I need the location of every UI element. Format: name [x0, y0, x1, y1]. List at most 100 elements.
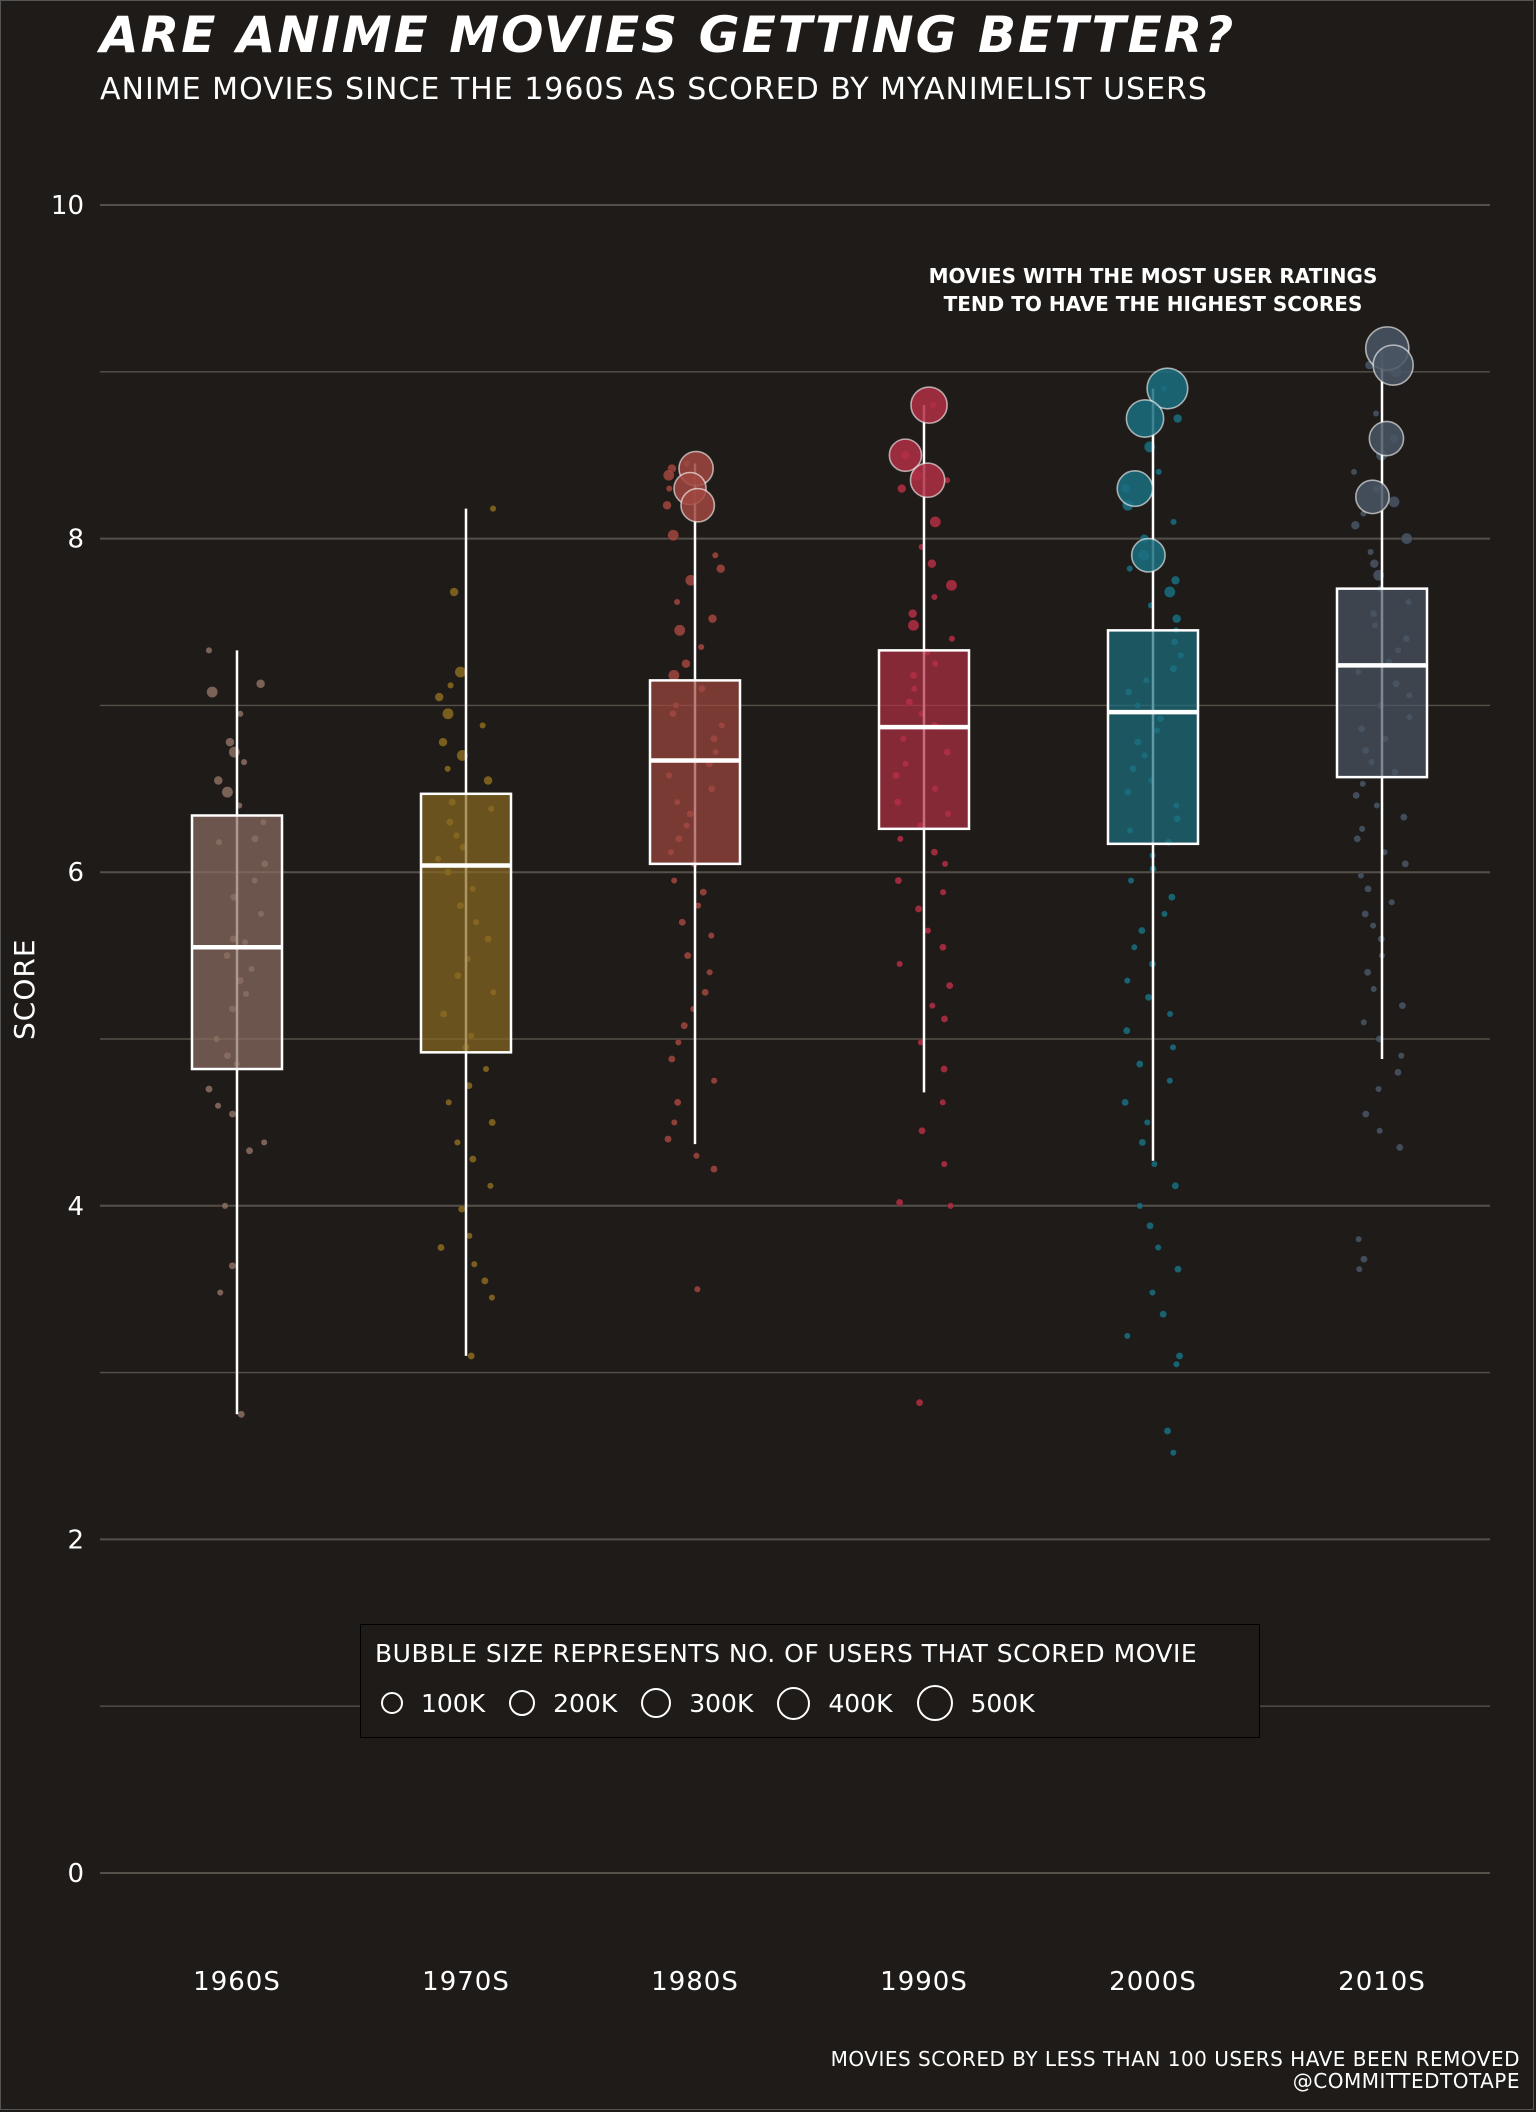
large-bubble — [1372, 344, 1414, 386]
legend-item: 200K — [509, 1689, 617, 1718]
data-point — [914, 904, 923, 913]
data-point — [665, 485, 673, 493]
legend-label: 500K — [970, 1688, 1035, 1718]
data-point — [907, 619, 920, 632]
data-point — [438, 737, 448, 747]
data-point — [683, 951, 692, 960]
data-point — [1359, 780, 1367, 788]
data-point — [710, 1077, 718, 1085]
box — [190, 814, 284, 1071]
data-point — [255, 679, 266, 689]
data-point — [896, 960, 904, 968]
box — [877, 649, 971, 831]
data-point — [1166, 1077, 1174, 1085]
data-point — [930, 848, 939, 857]
data-point — [1373, 801, 1381, 809]
legend-items: 100K 200K 300K 400K 500K — [381, 1685, 1059, 1721]
data-point — [1170, 518, 1178, 526]
data-point — [245, 1146, 254, 1155]
data-point — [240, 758, 248, 766]
data-point — [1395, 1143, 1404, 1152]
large-bubble — [909, 462, 946, 499]
data-point — [947, 1202, 955, 1210]
y-tick-label: 2 — [67, 1525, 84, 1555]
data-point — [707, 613, 718, 624]
data-point — [228, 1261, 237, 1270]
data-point — [1401, 859, 1410, 868]
data-point — [1143, 1118, 1151, 1126]
box — [648, 679, 742, 866]
data-point — [1130, 943, 1138, 951]
data-point — [1358, 825, 1366, 833]
data-point — [1375, 1085, 1383, 1093]
data-point — [1169, 1043, 1177, 1051]
data-point — [228, 1110, 237, 1118]
data-point — [205, 1085, 213, 1093]
data-point — [664, 1135, 672, 1143]
data-point — [940, 1015, 949, 1023]
data-point — [434, 692, 444, 702]
data-point — [939, 943, 947, 952]
data-point — [1397, 1052, 1405, 1060]
data-point — [1388, 898, 1396, 906]
data-point — [684, 574, 697, 587]
data-point — [710, 1165, 718, 1174]
data-point — [1150, 1160, 1158, 1168]
data-point — [1360, 1018, 1368, 1026]
data-point — [939, 1098, 947, 1106]
data-point — [442, 707, 454, 720]
y-tick-label: 10 — [51, 191, 84, 221]
data-point — [673, 624, 686, 637]
data-point — [711, 551, 719, 559]
legend-title: Bubble size represents no. of users that… — [375, 1639, 1198, 1668]
caption-line: @committedtotape — [1292, 2069, 1520, 2093]
data-point — [445, 1098, 453, 1106]
data-point — [237, 1410, 246, 1419]
x-tick-label: 2000S — [1109, 1967, 1197, 1997]
box — [1106, 629, 1200, 846]
y-tick-label: 4 — [67, 1192, 84, 1222]
data-point — [706, 968, 714, 976]
chart-subtitle: Anime movies since the 1960s as scored b… — [100, 72, 1208, 107]
large-bubble — [910, 386, 948, 425]
data-point — [1399, 813, 1408, 822]
legend-circle — [916, 1685, 953, 1721]
data-point — [467, 1352, 476, 1360]
x-tick-label: 1990S — [880, 1967, 968, 1997]
x-tick-label: 1970S — [422, 1967, 510, 1997]
large-bubble — [1130, 537, 1166, 573]
legend-item: 500K — [916, 1685, 1035, 1721]
data-point — [1163, 1427, 1172, 1435]
data-point — [667, 529, 680, 542]
data-point — [457, 1205, 466, 1214]
data-point — [1363, 968, 1372, 977]
legend-circle — [509, 1690, 536, 1716]
data-point — [1122, 1026, 1131, 1035]
large-bubble — [680, 487, 716, 523]
data-point — [1364, 884, 1372, 893]
data-point — [693, 1285, 701, 1293]
data-point — [1169, 1449, 1177, 1457]
large-bubble — [1146, 367, 1189, 410]
data-point — [697, 643, 705, 651]
large-bubble — [1125, 399, 1165, 438]
data-point — [1137, 926, 1146, 935]
data-point — [228, 746, 241, 759]
legend: Bubble size represents no. of users that… — [360, 1624, 1260, 1738]
data-point — [1170, 575, 1181, 585]
data-point — [1171, 1181, 1180, 1190]
data-point — [670, 877, 678, 885]
data-point — [1159, 1310, 1168, 1319]
data-point — [1126, 565, 1134, 573]
data-point — [1376, 1127, 1384, 1135]
data-point — [895, 1198, 904, 1207]
data-point — [662, 500, 672, 510]
data-point — [1163, 586, 1176, 598]
data-point — [673, 598, 681, 606]
chart-title: Are anime movies getting better? — [100, 6, 1236, 64]
data-point — [454, 666, 467, 678]
data-point — [1146, 1221, 1154, 1230]
data-point — [482, 1065, 490, 1073]
data-point — [707, 932, 715, 940]
